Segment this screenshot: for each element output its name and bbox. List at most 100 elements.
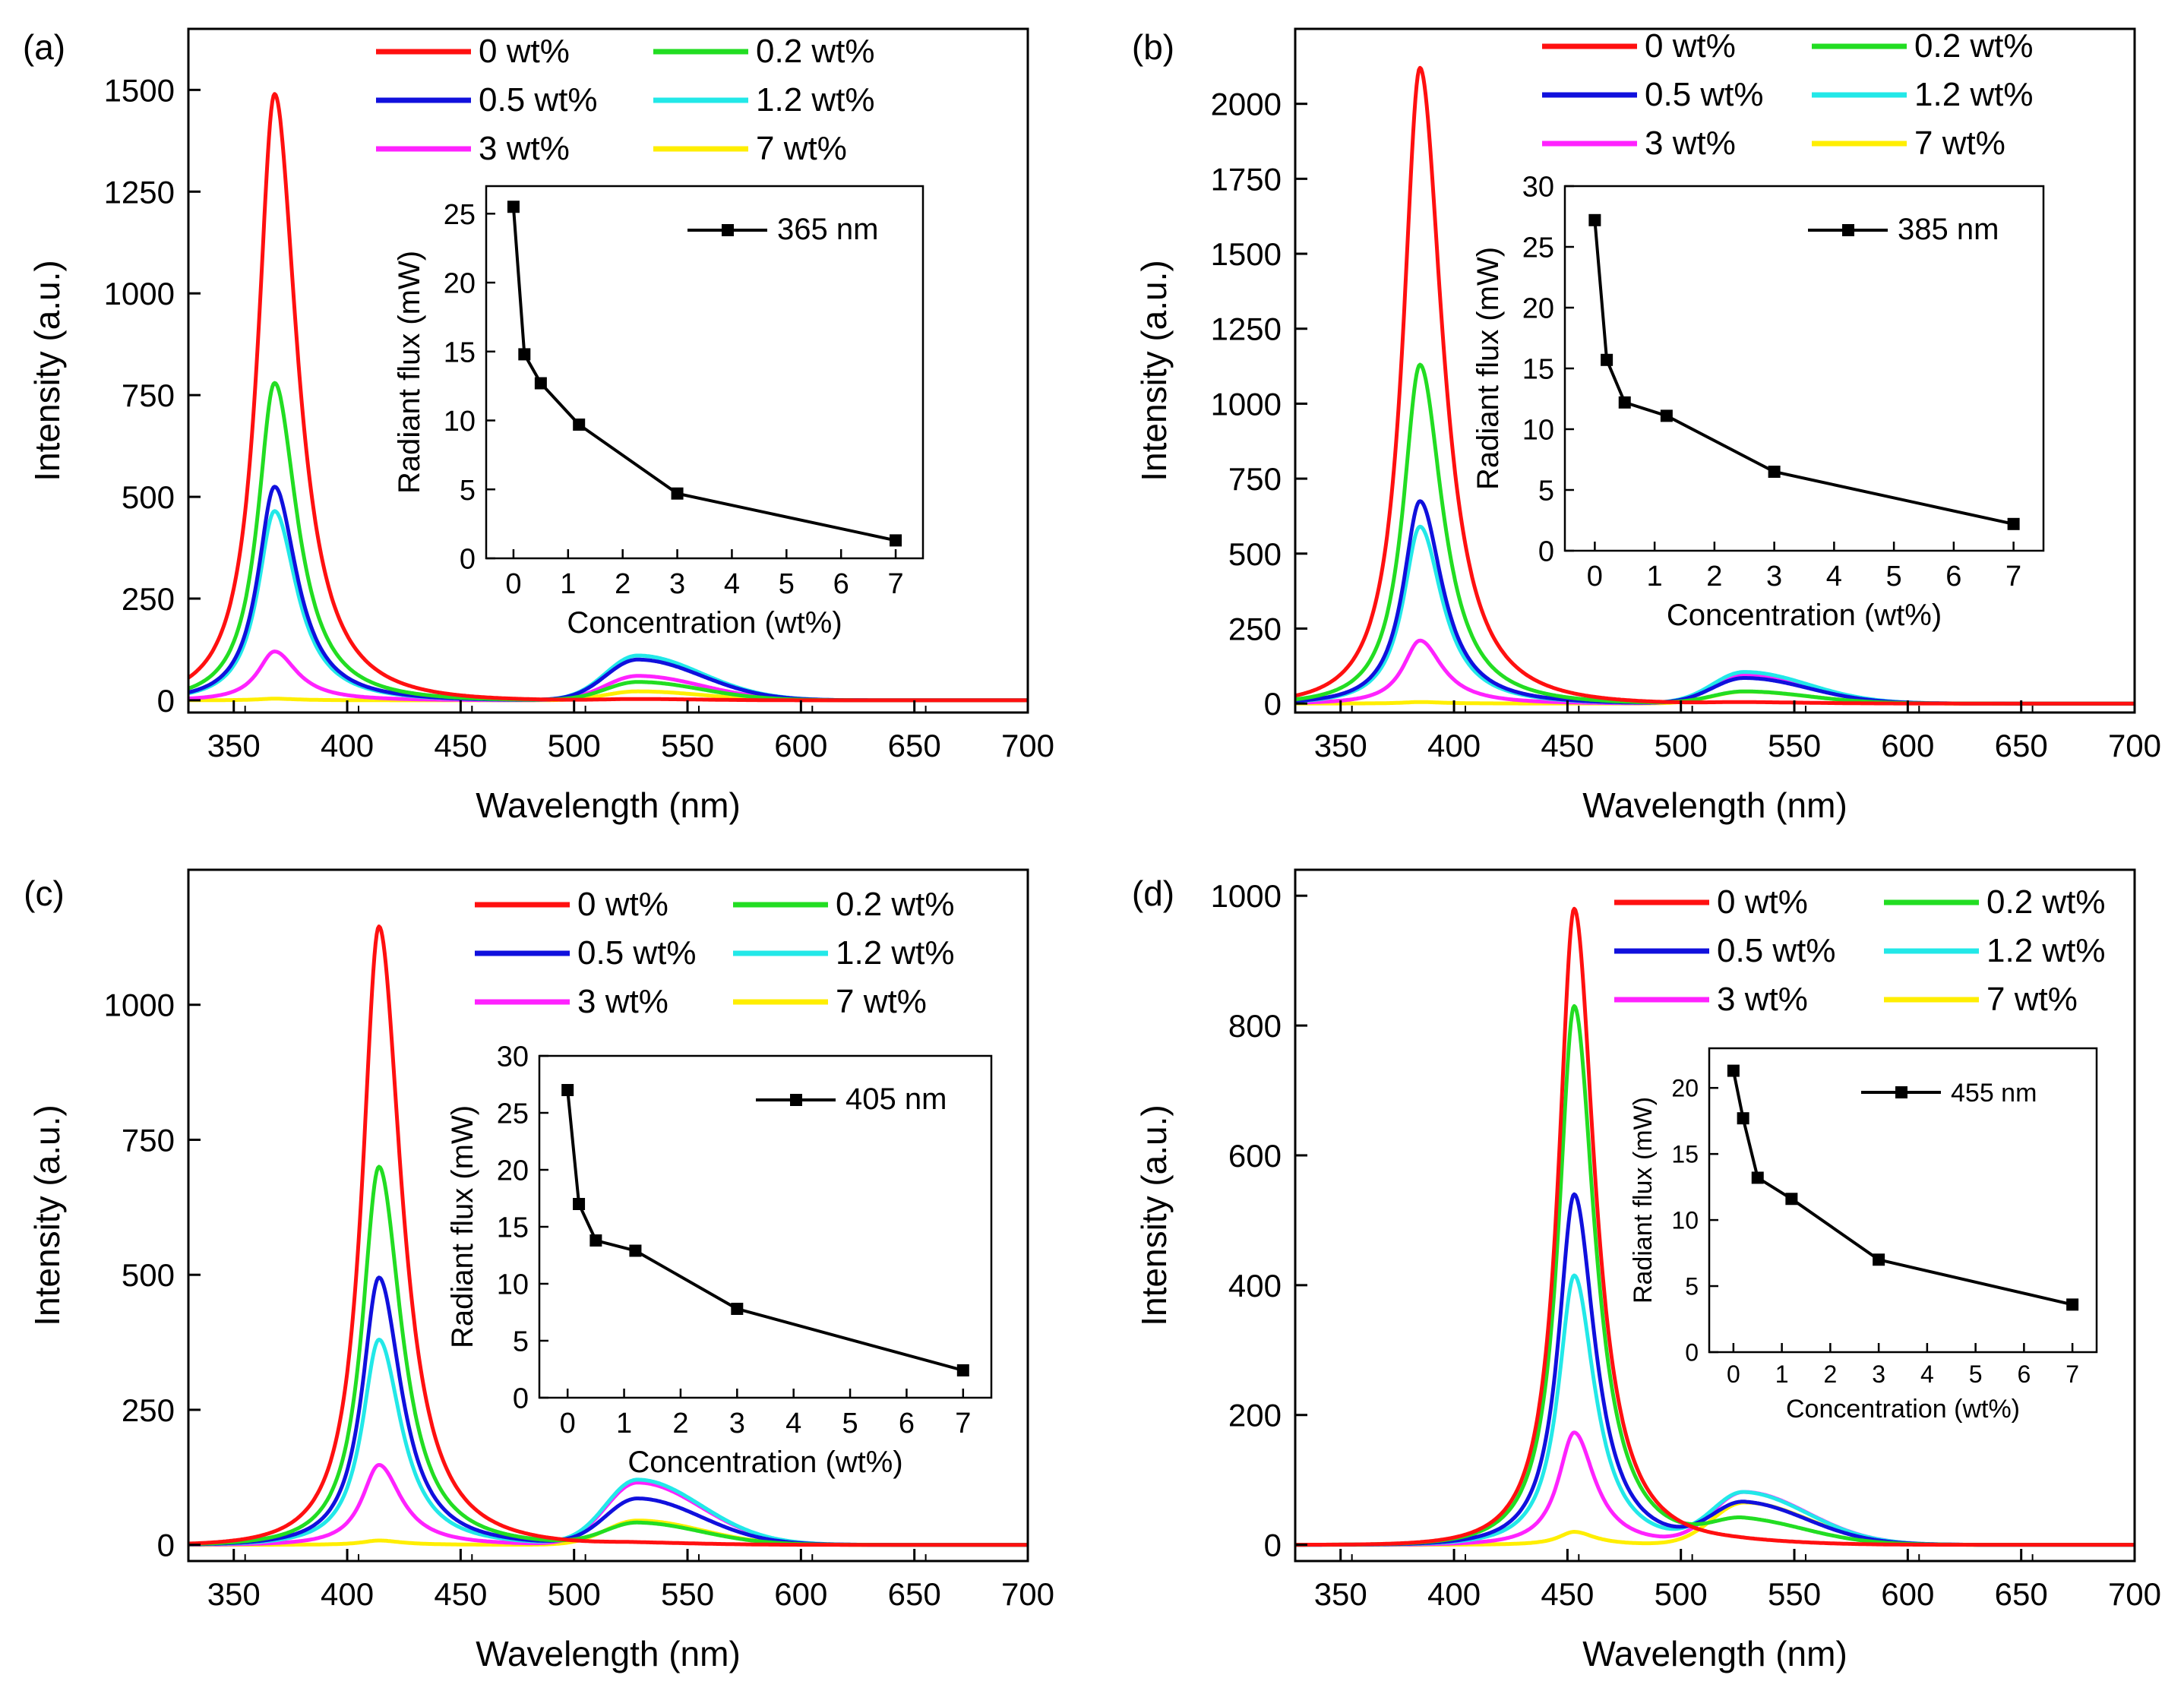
x-tick-label: 550: [1768, 728, 1821, 763]
legend-label: 0 wt%: [577, 886, 668, 923]
inset-line: [566, 1089, 964, 1372]
y-tick-label: 2000: [1211, 87, 1282, 122]
x-tick-label: 400: [321, 1576, 374, 1612]
legend-label: 0 wt%: [1717, 883, 1808, 921]
legend-label: 0 wt%: [1645, 27, 1736, 65]
inset-y-axis-title: Radiant flux (mW): [446, 1105, 479, 1348]
inset-y-tick-label: 10: [444, 406, 476, 438]
y-tick-label: 750: [122, 1122, 175, 1158]
spectrum-line-0wt: [1295, 65, 2135, 706]
legend-label: 0.2 wt%: [836, 886, 955, 923]
inset-x-tick-label: 5: [1886, 561, 1902, 593]
chart-panel-c: (c)350 400 450 500 550 600 650 7000250500750100…: [24, 868, 1054, 1673]
inset-point: [2007, 517, 2020, 530]
legend-label: 7 wt%: [1986, 981, 2078, 1018]
legend-label: 0.2 wt%: [756, 33, 875, 70]
legend-label: 3 wt%: [479, 130, 570, 167]
legend-label: 3 wt%: [1717, 981, 1808, 1018]
x-axis-title: Wavelength (nm): [1582, 1634, 1847, 1673]
inset-x-tick-label: 1: [1775, 1360, 1789, 1388]
x-tick-label: 700: [1001, 1576, 1054, 1612]
x-tick-label: 350: [207, 1576, 261, 1612]
inset-point: [1660, 409, 1673, 422]
inset-x-axis-title: Concentration (wt%): [1786, 1395, 2020, 1424]
inset-point: [1618, 396, 1631, 409]
inset-frame: [1563, 185, 2045, 552]
inset-y-tick-label: 10: [1522, 415, 1554, 447]
chart-panel-d: (d)350 400 450 500 550 600 650 7000200400600800…: [1132, 868, 2161, 1673]
x-tick-label: 500: [1655, 728, 1708, 763]
inset-point: [518, 348, 531, 361]
spectra-group: [1295, 65, 2135, 706]
legend-label: 1.2 wt%: [756, 81, 875, 119]
y-tick-label: 1500: [1211, 236, 1282, 272]
inset-y-axis-title: Radiant flux (mW): [393, 251, 426, 494]
inset-point: [507, 201, 520, 213]
inset-x-tick-label: 3: [669, 568, 685, 600]
legend-label: 7 wt%: [1914, 125, 2005, 162]
inset-y-tick-label: 10: [497, 1269, 529, 1301]
legend-label: 0.5 wt%: [479, 81, 598, 119]
inset-x-tick-label: 0: [505, 568, 521, 600]
x-axis-title: Wavelength (nm): [476, 1634, 741, 1673]
y-tick-label: 500: [1228, 536, 1282, 572]
inset-x-tick-label: 6: [833, 568, 849, 600]
inset-y-tick-label: 20: [1671, 1075, 1699, 1102]
inset-x-tick-label: 4: [724, 568, 740, 600]
inset-y-tick-label: 15: [1671, 1141, 1699, 1168]
inset-point: [589, 1234, 602, 1247]
inset-point: [629, 1244, 642, 1257]
inset-line: [511, 207, 896, 542]
inset-frame: [485, 185, 924, 560]
y-tick-label: 1750: [1211, 161, 1282, 197]
y-tick-label: 750: [1228, 461, 1282, 497]
inset-frame: [538, 1054, 993, 1399]
y-tick-label: 1000: [1211, 386, 1282, 422]
inset-x-tick-label: 5: [779, 568, 795, 600]
spectrum-line-0wt: [1295, 906, 2135, 1547]
spectra-group: [188, 924, 1028, 1547]
x-tick-label: 700: [2108, 728, 2161, 763]
y-tick-label: 250: [122, 581, 175, 617]
x-tick-label: 350: [1314, 728, 1367, 763]
x-tick-label: 600: [774, 728, 827, 763]
spectra-group: [188, 92, 1028, 703]
inset-x-tick-label: 4: [1920, 1360, 1934, 1388]
inset-x-tick-label: 0: [1587, 561, 1603, 593]
y-tick-label: 500: [122, 1257, 175, 1293]
inset-x-tick-label: 7: [2005, 561, 2021, 593]
panel-label: (c): [24, 874, 65, 913]
inset-point: [1601, 353, 1614, 366]
inset-y-tick-label: 15: [1522, 354, 1554, 386]
legend-label: 1.2 wt%: [1986, 932, 2106, 969]
inset-x-tick-label: 3: [1766, 561, 1782, 593]
inset-legend-marker: [722, 224, 734, 236]
x-tick-label: 650: [888, 1576, 941, 1612]
y-axis-title: Intensity (a.u.): [27, 1104, 67, 1326]
x-tick-label: 600: [1881, 1576, 1934, 1612]
inset-x-tick-label: 2: [1823, 1360, 1837, 1388]
inset-y-tick-label: 25: [497, 1098, 529, 1130]
y-tick-label: 0: [1264, 686, 1282, 722]
inset-y-tick-label: 30: [497, 1041, 529, 1073]
inset-line: [1593, 220, 2015, 526]
x-axis-title: Wavelength (nm): [476, 785, 741, 825]
inset-x-tick-label: 4: [1826, 561, 1842, 593]
legend-label: 7 wt%: [756, 130, 847, 167]
chart-panel-b: (b)350 400 450 500 550 600 650 7000250500750100…: [1132, 27, 2161, 825]
plot-frame: [187, 868, 1029, 1563]
inset-point: [1768, 466, 1781, 478]
y-tick-label: 800: [1228, 1008, 1282, 1044]
inset-line: [1731, 1070, 2073, 1307]
y-tick-label: 1000: [104, 988, 175, 1023]
inset-x-tick-label: 5: [1969, 1360, 1983, 1388]
inset-legend-label: 365 nm: [777, 213, 878, 246]
legend-label: 0.2 wt%: [1914, 27, 2034, 65]
inset-point: [534, 377, 547, 390]
legend-label: 1.2 wt%: [1914, 76, 2034, 113]
inset-y-tick-label: 5: [1538, 476, 1554, 507]
inset-point: [1785, 1193, 1798, 1206]
inset-y-tick-label: 0: [1685, 1339, 1699, 1367]
x-tick-label: 550: [661, 1576, 714, 1612]
inset-x-tick-label: 6: [1945, 561, 1961, 593]
